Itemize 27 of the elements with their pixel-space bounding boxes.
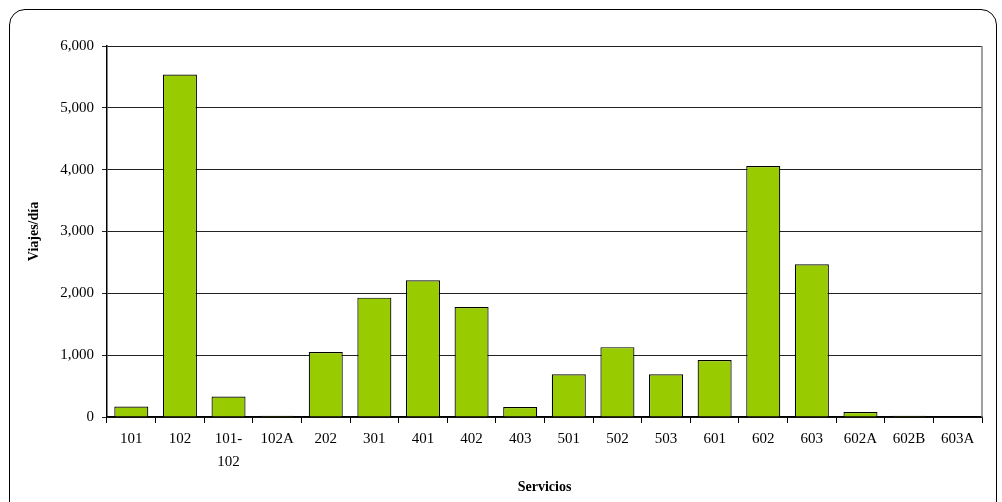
x-tick-label: 503	[654, 429, 678, 446]
x-tick-label: 403	[508, 429, 532, 446]
x-tick-label: 101	[120, 429, 143, 446]
y-tick-label: 0	[86, 407, 94, 424]
y-tick-label: 1,000	[60, 346, 94, 363]
x-tick-label: 501	[557, 429, 581, 446]
x-tick-label: 601	[703, 429, 726, 446]
x-tick-label: 301	[363, 429, 386, 446]
x-axis-title: Servicios	[517, 479, 572, 495]
y-tick-label: 5,000	[60, 98, 94, 115]
x-tick-label: 102A	[260, 429, 294, 446]
y-tick-label: 2,000	[60, 284, 94, 301]
x-tick-label: 502	[606, 429, 629, 446]
x-tick-label: 603A	[941, 429, 975, 446]
x-tick-label: 402	[460, 429, 483, 446]
y-axis-title: Viajes/día	[26, 201, 42, 262]
x-tick-label: 401	[411, 429, 435, 446]
y-tick-label: 4,000	[60, 160, 94, 177]
x-tick-label: 602A	[843, 429, 878, 446]
x-tick-label: 101-102	[214, 429, 243, 469]
x-tick-label: 102	[168, 429, 192, 446]
x-tick-label: 202	[314, 429, 337, 446]
y-tick-label: 3,000	[60, 222, 94, 239]
x-tick-label: 602B	[892, 429, 926, 446]
x-tick-label: 602	[752, 429, 775, 446]
x-tick-label: 603	[800, 429, 824, 446]
y-tick-label: 6,000	[60, 36, 94, 53]
